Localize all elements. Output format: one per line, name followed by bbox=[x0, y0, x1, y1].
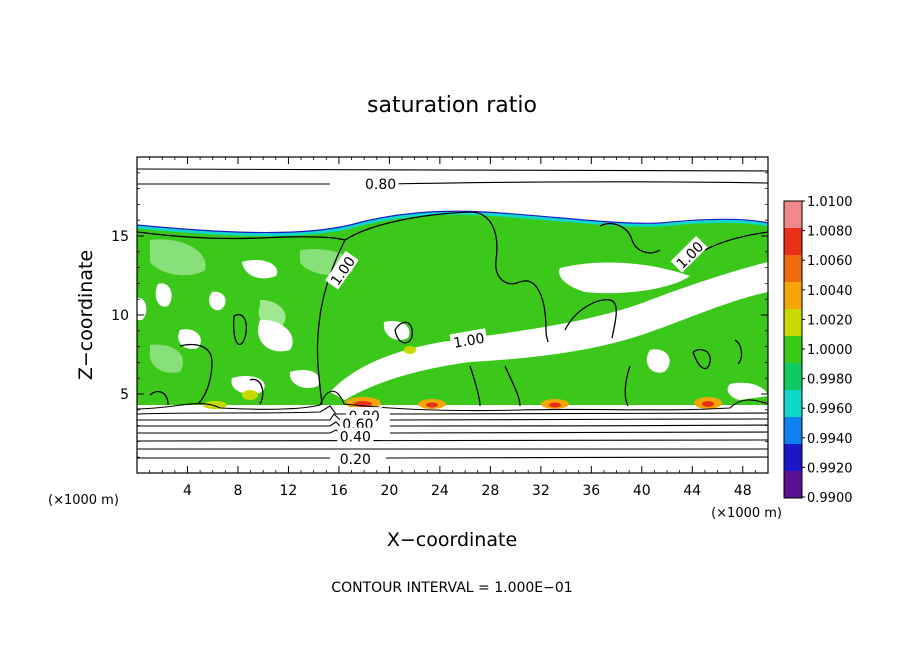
light-patch bbox=[150, 239, 206, 276]
colorbar-label: 0.9920 bbox=[807, 461, 853, 476]
contour-label-text: 0.80 bbox=[365, 177, 396, 193]
unsaturated-gap bbox=[646, 349, 670, 373]
x-unit-left: (×1000 m) bbox=[48, 493, 119, 508]
unsaturated-gap bbox=[242, 259, 278, 279]
colorbar-label: 1.0080 bbox=[807, 225, 853, 240]
unsaturated-streak bbox=[330, 262, 768, 400]
x-tick-label: 8 bbox=[233, 483, 242, 499]
contour-label-text: 1.00 bbox=[452, 331, 485, 352]
x-tick-label: 20 bbox=[380, 483, 398, 499]
colorbar-label: 0.9940 bbox=[807, 432, 853, 447]
unsaturated-gap bbox=[209, 291, 226, 311]
unsaturated-gap bbox=[155, 283, 172, 307]
contour-label: 0.20 bbox=[337, 449, 374, 468]
contour-label-bg bbox=[337, 449, 374, 466]
colorbar-swatch bbox=[784, 282, 802, 309]
hot-spots bbox=[203, 346, 722, 409]
unsaturated-gap bbox=[727, 382, 768, 400]
colorbar-label: 1.0000 bbox=[807, 343, 853, 358]
y-tick-label: 15 bbox=[111, 229, 129, 245]
contours-1-00 bbox=[137, 211, 768, 407]
contour-label-text: 0.40 bbox=[340, 430, 371, 446]
colorbar-swatch bbox=[784, 363, 802, 390]
chart-title: saturation ratio bbox=[367, 93, 537, 118]
y-axis-label: Z−coordinate bbox=[75, 250, 97, 380]
saturation-field bbox=[137, 168, 768, 459]
x-tick-label: 24 bbox=[431, 483, 449, 499]
contours-lower bbox=[137, 390, 768, 459]
x-tick-label: 32 bbox=[532, 483, 550, 499]
x-tick-label: 12 bbox=[280, 483, 298, 499]
x-tick-label: 48 bbox=[734, 483, 752, 499]
light-patch bbox=[149, 344, 184, 373]
contour-label-bg bbox=[362, 174, 399, 191]
contour-label: 0.40 bbox=[337, 427, 374, 446]
colorbar-label: 1.0060 bbox=[807, 254, 853, 269]
unsaturated-gap bbox=[178, 329, 201, 349]
colorbar-swatch bbox=[784, 444, 802, 471]
colorbar-swatch bbox=[784, 417, 802, 444]
x-tick-label: 44 bbox=[683, 483, 701, 499]
unsaturated-gap bbox=[559, 262, 690, 294]
colorbar-label: 0.9960 bbox=[807, 402, 853, 417]
blue-fringe bbox=[137, 210, 768, 234]
colorbar-label: 1.0020 bbox=[807, 313, 853, 328]
colorbar-label: 1.0100 bbox=[807, 195, 853, 210]
x-axis-label: X−coordinate bbox=[387, 529, 517, 551]
x-unit-right: (×1000 m) bbox=[711, 506, 782, 521]
x-tick-label: 40 bbox=[633, 483, 651, 499]
contour-label-text: 0.20 bbox=[340, 452, 371, 468]
y-tick-label: 5 bbox=[120, 387, 129, 403]
unsaturated-gap bbox=[383, 320, 410, 341]
unsaturated-gap bbox=[289, 369, 320, 389]
cyan-fringe bbox=[137, 211, 768, 237]
colorbar-label: 1.0040 bbox=[807, 284, 853, 299]
contour-label-bg bbox=[337, 427, 374, 444]
colorbar-label: 0.9900 bbox=[807, 491, 853, 506]
colorbar-swatch bbox=[784, 201, 802, 228]
colorbar-swatch bbox=[784, 309, 802, 336]
colorbar-swatch bbox=[784, 390, 802, 417]
colorbar-swatch bbox=[784, 228, 802, 255]
saturated-region bbox=[137, 212, 768, 405]
contour-labels: 0.801.001.001.000.800.600.400.20 bbox=[325, 174, 708, 468]
contours-top bbox=[137, 168, 768, 185]
contour-label-bg bbox=[339, 415, 376, 432]
contour-label-bg bbox=[449, 328, 488, 351]
unsaturated-gap bbox=[137, 297, 147, 320]
x-tick-label: 28 bbox=[481, 483, 499, 499]
x-tick-label: 36 bbox=[582, 483, 600, 499]
colorbar-swatch bbox=[784, 336, 802, 363]
contour-interval-note: CONTOUR INTERVAL = 1.000E−01 bbox=[331, 580, 572, 596]
x-tick-label: 16 bbox=[330, 483, 348, 499]
contour-label-bg bbox=[670, 235, 708, 273]
unsaturated-gap bbox=[258, 319, 293, 352]
y-tick-label: 10 bbox=[111, 308, 129, 324]
x-tick-label: 4 bbox=[183, 483, 192, 499]
colorbar: 1.0100 1.0080 1.0060 1.0040 1.0020 1.0000 0.99… bbox=[783, 195, 853, 506]
contour-label: 0.80 bbox=[362, 174, 399, 193]
contour-label-bg bbox=[325, 250, 359, 290]
contour-label: 1.00 bbox=[449, 328, 488, 352]
colorbar-label: 0.9980 bbox=[807, 373, 853, 388]
colorbar-swatch bbox=[784, 471, 802, 498]
colorbar-swatch bbox=[784, 255, 802, 282]
